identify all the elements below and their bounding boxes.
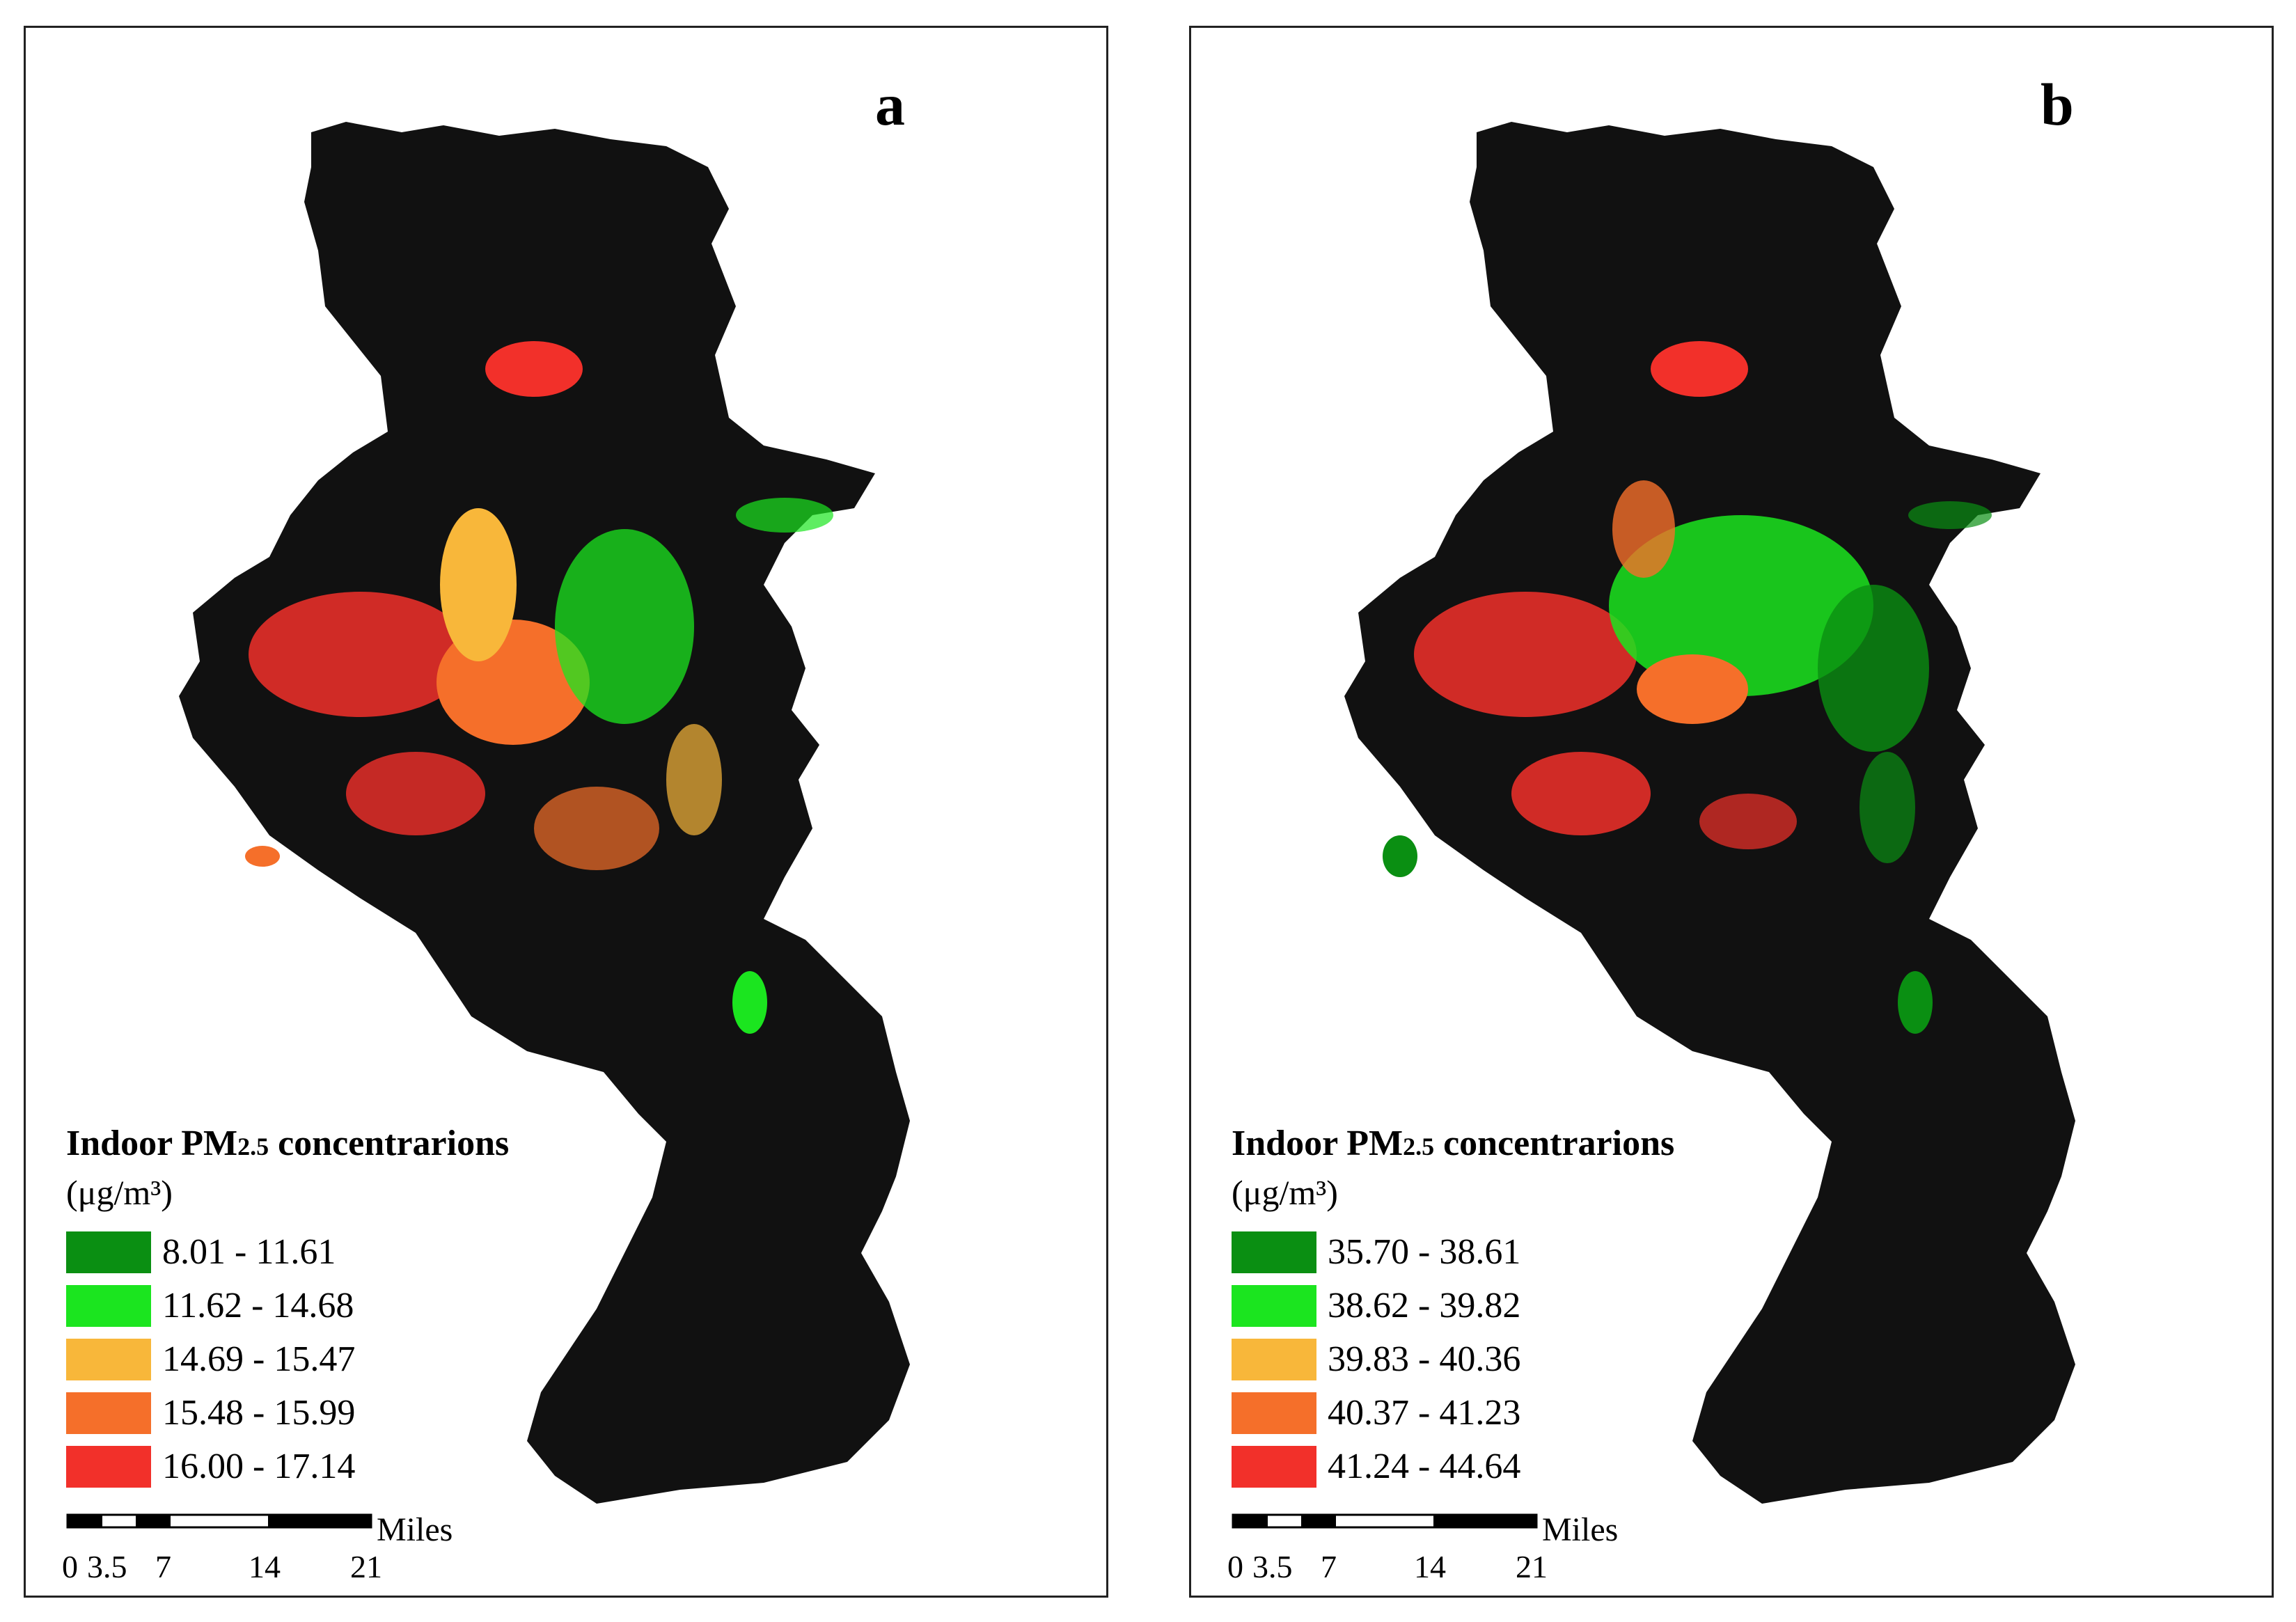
pm25-hotspots (1383, 341, 1992, 1034)
legend-label: 8.01 - 11.61 (162, 1232, 336, 1272)
study-area-map (179, 122, 910, 1504)
scale-unit: Miles (377, 1511, 453, 1548)
legend-item: 35.70 - 38.61 (1232, 1225, 1761, 1279)
study-area-map (1344, 122, 2075, 1504)
legend-item: 14.69 - 15.47 (66, 1332, 595, 1386)
scale-tick: 14 (249, 1549, 281, 1584)
scale-unit: Miles (1542, 1511, 1619, 1548)
pm25-hotspots (245, 341, 833, 1034)
map-panel-a: a Indoor PM2.5 concentrarions (μg/m³) 8.… (24, 26, 1108, 1598)
legend-swatch (66, 1284, 151, 1327)
legend-label: 38.62 - 39.82 (1328, 1286, 1521, 1325)
legend-label: 41.24 - 44.64 (1328, 1447, 1521, 1486)
legend-swatch (1232, 1445, 1316, 1488)
legend-swatch (1232, 1231, 1316, 1273)
legend-swatch (66, 1392, 151, 1434)
scale-tick: 3.5 (87, 1549, 127, 1584)
scale-tick: 0 (62, 1549, 78, 1584)
legend-item: 11.62 - 14.68 (66, 1279, 595, 1332)
legend-label: 35.70 - 38.61 (1328, 1232, 1521, 1272)
scale-tick: 21 (1516, 1549, 1548, 1584)
legend-swatch (66, 1445, 151, 1488)
legend-swatch (66, 1231, 151, 1273)
scale-tick: 3.5 (1252, 1549, 1293, 1584)
legend-label: 11.62 - 14.68 (162, 1286, 354, 1325)
legend-item: 15.48 - 15.99 (66, 1386, 595, 1440)
scale-bar: Miles 0 3.5 7 14 21 (62, 1511, 553, 1594)
legend-swatch (1232, 1284, 1316, 1327)
legend-title: Indoor PM2.5 concentrarions (1232, 1124, 1675, 1163)
legend-item: 40.37 - 41.23 (1232, 1386, 1761, 1440)
legend-label: 14.69 - 15.47 (162, 1339, 356, 1379)
scale-tick: 7 (1321, 1549, 1337, 1584)
map-legend: Indoor PM2.5 concentrarions (μg/m³) 8.01… (66, 1121, 595, 1493)
legend-swatch (66, 1338, 151, 1380)
scale-bar-graphic (1232, 1513, 1538, 1529)
scale-tick: 0 (1227, 1549, 1243, 1584)
scale-tick: 7 (155, 1549, 171, 1584)
scale-bar: Miles 0 3.5 7 14 21 (1227, 1511, 1719, 1594)
legend-label: 15.48 - 15.99 (162, 1393, 356, 1433)
legend-title: Indoor PM2.5 concentrarions (66, 1124, 510, 1163)
legend-units: (μg/m³) (1232, 1173, 1338, 1212)
map-panel-b: b Indoor PM2.5 concentrarions (μg/m³) 35… (1189, 26, 2274, 1598)
legend-label: 16.00 - 17.14 (162, 1447, 356, 1486)
legend-label: 40.37 - 41.23 (1328, 1393, 1521, 1433)
scale-bar-graphic (66, 1513, 372, 1529)
legend-item: 41.24 - 44.64 (1232, 1440, 1761, 1493)
legend-item: 38.62 - 39.82 (1232, 1279, 1761, 1332)
legend-item: 8.01 - 11.61 (66, 1225, 595, 1279)
legend-swatch (1232, 1392, 1316, 1434)
panel-label: a (875, 71, 905, 138)
legend-item: 16.00 - 17.14 (66, 1440, 595, 1493)
panel-label: b (2041, 71, 2074, 138)
scale-tick: 21 (350, 1549, 382, 1584)
legend-units: (μg/m³) (66, 1173, 173, 1212)
scale-tick: 14 (1414, 1549, 1446, 1584)
map-legend: Indoor PM2.5 concentrarions (μg/m³) 35.7… (1232, 1121, 1761, 1493)
legend-swatch (1232, 1338, 1316, 1380)
legend-item: 39.83 - 40.36 (1232, 1332, 1761, 1386)
legend-label: 39.83 - 40.36 (1328, 1339, 1521, 1379)
